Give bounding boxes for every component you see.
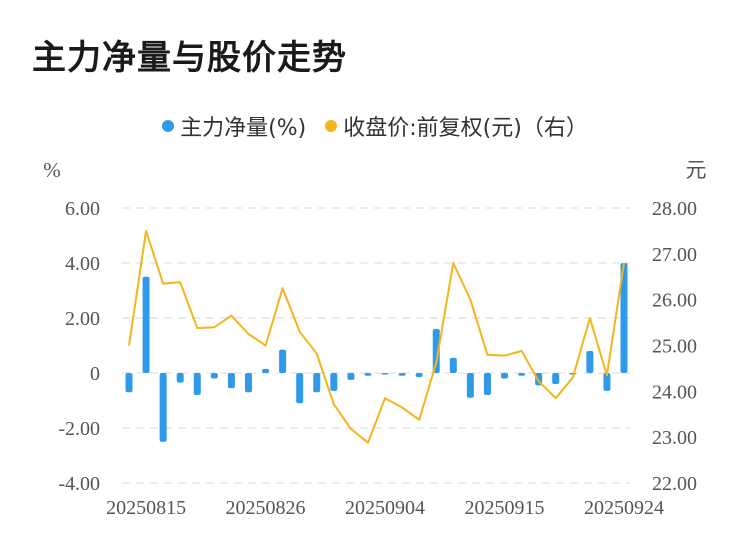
price-line xyxy=(128,229,625,444)
bar xyxy=(483,373,491,395)
x-tick-label: 20250915 xyxy=(465,497,545,519)
bar xyxy=(569,373,577,375)
legend-label-close-price: 收盘价:前复权(元)（右） xyxy=(343,116,588,141)
left-axis-unit: % xyxy=(43,158,61,182)
bar xyxy=(432,329,440,373)
bar xyxy=(449,357,457,373)
x-tick-label: 20250924 xyxy=(584,497,664,519)
bar xyxy=(142,276,150,373)
x-tick-label: 20250826 xyxy=(226,497,306,519)
right-tick-label: 26.00 xyxy=(652,290,697,312)
right-tick-label: 22.00 xyxy=(652,473,697,495)
bar xyxy=(466,373,474,398)
bar xyxy=(159,373,167,442)
bar xyxy=(262,368,270,373)
left-tick-label: 0 xyxy=(90,363,100,385)
bar xyxy=(347,373,355,380)
bar xyxy=(518,373,526,376)
bar xyxy=(244,373,252,393)
bar xyxy=(364,373,372,376)
legend: 主力净量(%) 收盘价:前复权(元)（右） xyxy=(0,110,750,142)
left-tick-label: -4.00 xyxy=(58,473,100,495)
bar xyxy=(535,373,543,386)
left-tick-label: -2.00 xyxy=(58,418,100,440)
right-tick-label: 23.00 xyxy=(652,427,697,449)
bar xyxy=(381,373,389,375)
bar xyxy=(296,373,304,404)
right-tick-label: 27.00 xyxy=(652,244,697,266)
bar xyxy=(415,373,423,378)
legend-item-close-price[interactable]: 收盘价:前复权(元)（右） xyxy=(325,110,588,142)
left-tick-label: 2.00 xyxy=(65,308,100,330)
bar xyxy=(227,373,235,389)
bar xyxy=(176,373,184,383)
chart-title: 主力净量与股价走势 xyxy=(32,38,347,78)
bar xyxy=(279,349,287,373)
bar xyxy=(193,373,201,395)
right-tick-label: 28.00 xyxy=(652,198,697,220)
bar xyxy=(125,373,133,393)
x-tick-label: 20250815 xyxy=(106,497,186,519)
legend-marker-close-price xyxy=(325,120,338,132)
right-tick-label: 24.00 xyxy=(652,381,697,403)
bar xyxy=(501,373,509,379)
right-tick-label: 25.00 xyxy=(652,336,697,358)
bar xyxy=(398,373,406,376)
bar xyxy=(552,373,560,384)
bar xyxy=(210,373,218,379)
left-tick-label: 6.00 xyxy=(65,198,100,220)
bar xyxy=(603,373,611,391)
left-tick-label: 4.00 xyxy=(65,253,100,275)
x-tick-label: 20250904 xyxy=(345,497,425,519)
bar xyxy=(330,373,338,391)
legend-label-net-volume: 主力净量(%) xyxy=(180,116,307,141)
legend-item-net-volume[interactable]: 主力净量(%) xyxy=(162,110,306,142)
legend-marker-net-volume xyxy=(162,120,175,132)
right-axis-unit: 元 xyxy=(686,158,707,182)
bar xyxy=(313,373,321,393)
bar xyxy=(586,351,594,373)
bar xyxy=(620,263,628,373)
